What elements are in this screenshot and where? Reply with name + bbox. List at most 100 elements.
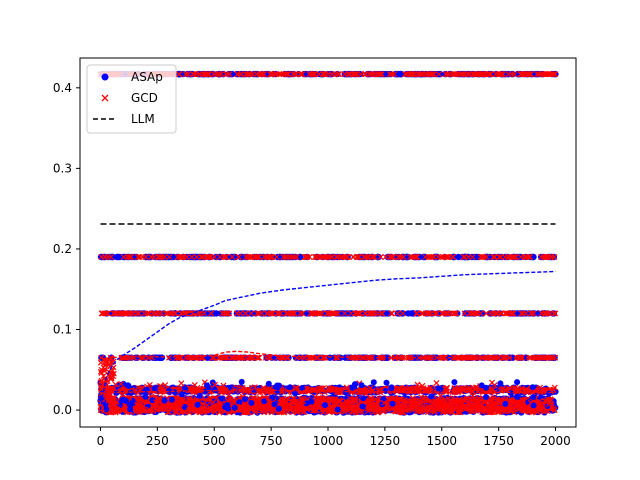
gcd-point-2207 (377, 253, 384, 261)
gcd-point-2032 (428, 310, 435, 317)
gcd-point-2057 (314, 310, 322, 317)
gcd-point-1923 (248, 310, 255, 317)
asap-point-2266 (113, 253, 121, 261)
gcd-point-2346 (299, 71, 306, 78)
gcd-point-1937 (242, 310, 249, 317)
gcd-point-1674 (456, 385, 463, 392)
gcd-point-2226 (222, 253, 229, 261)
gcd-point-2178 (311, 253, 319, 261)
gcd-point-2211 (328, 253, 335, 261)
gcd-point-2223 (235, 253, 242, 261)
gcd-point-2253 (469, 253, 476, 261)
gcd-point-2058 (233, 310, 240, 317)
gcd-point-1210 (497, 396, 504, 403)
gcd-point-1123 (352, 396, 359, 403)
gcd-point-2164 (322, 253, 329, 261)
gcd-point-296 (503, 407, 510, 414)
gcd-point-1802 (224, 354, 231, 361)
gcd-point-2304 (435, 71, 442, 78)
gcd-point-2090 (370, 253, 377, 261)
gcd-point-2201 (102, 253, 109, 261)
gcd-point-1622 (467, 386, 474, 393)
gcd-point-2213 (245, 253, 252, 261)
gcd-point-2222 (425, 253, 432, 261)
gcd-point-2271 (155, 253, 162, 261)
gcd-point-1957 (221, 310, 228, 317)
gcd-point-327 (501, 408, 508, 415)
gcd-point-2234 (397, 253, 404, 261)
gcd-point-2401 (442, 71, 449, 78)
gcd-point-1758 (401, 354, 408, 361)
gcd-point-2335 (408, 71, 415, 78)
gcd-point-1976 (433, 310, 440, 317)
gcd-point-2149 (523, 253, 530, 261)
gcd-point-829 (429, 404, 437, 411)
gcd-point-2091 (293, 253, 300, 261)
gcd-point-2074 (374, 310, 381, 317)
gcd-point-2255 (139, 253, 146, 261)
gcd-point-2078 (116, 310, 123, 317)
gcd-point-2059 (544, 310, 551, 317)
gcd-point-2190 (438, 253, 445, 261)
gcd-point-1864 (321, 354, 328, 361)
gcd-point-1226 (284, 395, 291, 402)
gcd-point-2279 (180, 253, 187, 261)
asap-point-1878 (152, 354, 159, 361)
asap-point-2273 (471, 253, 478, 261)
gcd-point-2398 (543, 71, 550, 78)
gcd-point-1955 (530, 310, 537, 317)
plot-area (97, 70, 559, 416)
gcd-point-2113 (382, 253, 389, 261)
gcd-point-2050 (326, 310, 333, 317)
gcd-point-2392 (429, 71, 436, 78)
gcd-point-1921 (316, 310, 323, 317)
data-layer (97, 70, 559, 416)
gcd-point-2367 (341, 71, 348, 78)
gcd-point-2049 (504, 310, 512, 317)
gcd-point-824 (339, 403, 346, 410)
gcd-point-2267 (509, 253, 516, 261)
gcd-point-2258 (273, 253, 280, 261)
gcd-point-2099 (407, 253, 414, 261)
gcd-point-2067 (155, 310, 162, 317)
gcd-point-2017 (399, 310, 406, 317)
gcd-point-1903 (158, 310, 165, 317)
gcd-point-1755 (533, 354, 540, 361)
gcd-point-2268 (479, 253, 486, 261)
gcd-point-1825 (267, 354, 274, 361)
gcd-point-1853 (420, 354, 427, 361)
gcd-point-1245 (463, 395, 470, 402)
gcd-point-1968 (419, 310, 426, 317)
gcd-point-2036 (274, 310, 281, 317)
gcd-point-1984 (136, 310, 143, 317)
gcd-point-2266 (178, 253, 185, 261)
gcd-point-1748 (131, 354, 138, 361)
asap-point-1818 (132, 354, 139, 361)
gcd-point-2233 (543, 253, 550, 261)
gcd-point-2259 (267, 253, 274, 261)
gcd-point-1630 (427, 385, 434, 392)
gcd-point-2264 (409, 253, 416, 261)
asap-point-2253 (459, 253, 466, 261)
gcd-point-1775 (468, 354, 475, 361)
gcd-point-2064 (291, 310, 298, 317)
gcd-point-1133 (545, 396, 552, 403)
gcd-point-2250 (156, 253, 163, 261)
gcd-point-1796 (425, 354, 432, 361)
gcd-point-2195 (126, 253, 133, 261)
gcd-point-1995 (324, 310, 331, 317)
gcd-point-2245 (338, 253, 345, 261)
gcd-point-2273 (286, 253, 293, 261)
gcd-point-2368 (498, 71, 505, 78)
gcd-point-1815 (123, 354, 130, 361)
gcd-point-2240 (365, 253, 372, 261)
gcd-point-2055 (122, 310, 129, 317)
gcd-point-804 (242, 405, 249, 412)
gcd-point-2062 (307, 310, 314, 317)
gcd-point-2023 (426, 310, 433, 317)
gcd-point-2163 (291, 253, 298, 261)
gcd-point-2185 (319, 253, 326, 261)
gcd-point-1083 (331, 396, 338, 403)
gcd-point-2073 (483, 310, 490, 317)
